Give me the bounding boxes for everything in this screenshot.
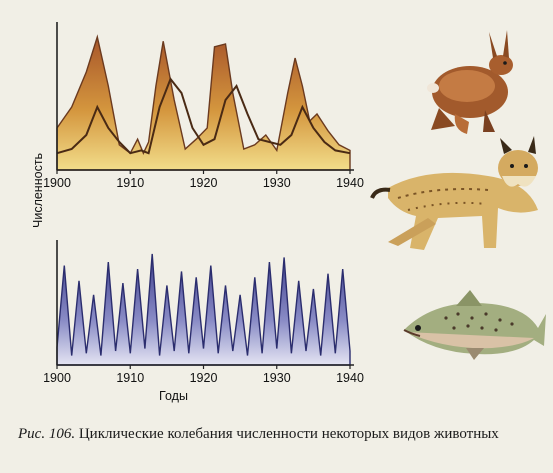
hare-illustration	[427, 30, 513, 134]
x-axis-label: Годы	[159, 389, 188, 403]
x-tick-label: 1910	[116, 176, 144, 190]
fish-illustration	[403, 290, 546, 360]
y-axis-label: Численность	[31, 153, 45, 228]
caption-text: Циклические колебания численности некото…	[78, 426, 499, 442]
series-0-area	[56, 34, 351, 171]
x-tick-label: 1930	[263, 371, 291, 385]
top-chart: 1900 1910 1920 1930 1940 Численность	[31, 22, 364, 228]
caption-prefix: Рис. 106.	[18, 426, 76, 442]
x-tick-label: 1940	[336, 176, 364, 190]
x-tick-label: 1920	[190, 371, 218, 385]
series-1-line	[56, 77, 351, 155]
lynx-illustration	[370, 136, 538, 250]
x-tick-label: 1930	[263, 176, 291, 190]
bottom-chart: 1900 1910 1920 1930 1940 Годы	[43, 240, 364, 403]
x-tick-label: 1940	[336, 371, 364, 385]
x-tick-label: 1900	[43, 176, 71, 190]
x-tick-label: 1910	[116, 371, 144, 385]
x-tick-label: 1920	[190, 176, 218, 190]
series-0-area	[56, 253, 351, 366]
x-tick-label: 1900	[43, 371, 71, 385]
figure-caption: Рис. 106. Циклические колебания численно…	[18, 426, 538, 443]
